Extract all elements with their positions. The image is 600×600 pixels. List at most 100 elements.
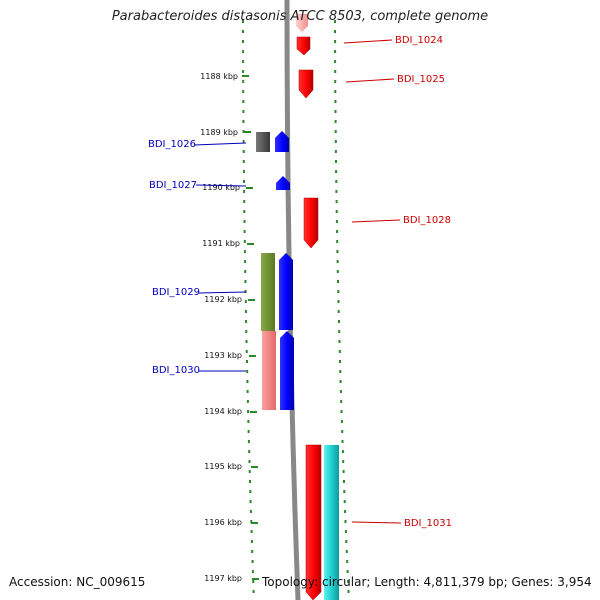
tick-dot: [242, 160, 245, 163]
ruler-label-1195: 1195 kbp: [204, 462, 242, 471]
leader-line: [343, 39, 393, 44]
feature-box-cyan: [324, 445, 339, 600]
tick-dot: [246, 380, 249, 383]
tick-dot: [336, 270, 339, 273]
tick-dot: [335, 210, 338, 213]
tick-dot: [246, 370, 249, 373]
ruler-label-1188: 1188 kbp: [200, 72, 238, 81]
ruler-label-1191: 1191 kbp: [202, 239, 240, 248]
tick-dot: [334, 30, 336, 33]
tick-dot: [242, 60, 245, 63]
tick-dot: [334, 120, 337, 123]
gene-bdi-1030: [280, 331, 294, 410]
tick-dot: [243, 180, 245, 183]
tick-dot: [242, 130, 245, 133]
tick-dot: [337, 300, 340, 303]
tick-dot: [250, 530, 253, 533]
ruler: 1188 kbp 1189 kbp 1190 kbp 1191 kbp 1192…: [200, 72, 259, 583]
leader-line: [193, 142, 247, 146]
ruler-tick: [246, 187, 253, 189]
tick-dot: [338, 350, 341, 353]
tick-dot: [244, 290, 247, 293]
tick-dot: [346, 570, 349, 573]
gene-bdi-1026: [275, 131, 289, 152]
reverse-genes: [275, 131, 294, 410]
label-bdi-1029: BDI_1029: [152, 287, 200, 298]
tick-dot: [243, 240, 246, 243]
tick-dot: [337, 290, 340, 293]
tick-dot: [248, 460, 251, 463]
tick-dot: [343, 490, 346, 493]
tick-dot: [340, 400, 343, 403]
tick-dot: [338, 320, 340, 323]
label-bdi-1031: BDI_1031: [404, 518, 452, 529]
tick-dot: [335, 180, 338, 183]
tick-dot: [242, 110, 245, 113]
tick-dot: [242, 30, 244, 33]
label-bdi-1025: BDI_1025: [397, 74, 445, 85]
feature-box-salmon: [262, 331, 276, 410]
forward-genes: [296, 14, 322, 600]
tick-dot: [244, 310, 247, 313]
tick-dot: [242, 80, 245, 83]
tick-dot: [243, 190, 246, 193]
tick-dot: [335, 190, 338, 193]
tick-dot: [245, 340, 248, 343]
gene-partial-top: [296, 14, 308, 32]
ruler-tick: [251, 522, 258, 524]
tick-dot: [339, 380, 342, 383]
ruler-tick: [247, 243, 254, 245]
tick-dot: [251, 560, 254, 563]
tick-dot: [336, 260, 339, 263]
tick-dot: [341, 440, 344, 443]
tick-dot: [249, 490, 252, 493]
gene-bdi-1028: [303, 197, 319, 249]
tick-dot: [341, 450, 344, 453]
tick-dot: [343, 500, 346, 503]
tick-dot: [334, 110, 337, 113]
ruler-label-1189: 1189 kbp: [200, 128, 238, 137]
tick-dot: [245, 330, 248, 333]
tick-dot: [345, 550, 348, 553]
leader-line: [195, 184, 247, 187]
label-bdi-1030: BDI_1030: [152, 365, 200, 376]
tick-dot: [342, 470, 345, 473]
tick-dot: [251, 570, 254, 573]
tick-dot: [339, 360, 341, 363]
tick-dot: [247, 430, 250, 433]
tick-dot: [251, 550, 254, 553]
tick-dot: [242, 140, 245, 143]
tick-dot: [334, 100, 337, 103]
tick-dot: [334, 130, 337, 133]
tick-dot: [342, 460, 345, 463]
ruler-tick: [251, 466, 258, 468]
tick-dot: [343, 480, 345, 483]
tick-dot: [245, 350, 248, 353]
tick-dot: [242, 170, 245, 173]
tick-dot: [334, 90, 337, 93]
tick-dot: [334, 140, 337, 143]
tick-dot: [250, 540, 253, 543]
tick-dot: [335, 200, 338, 203]
tick-dot: [242, 20, 244, 23]
gene-bdi-1031: [305, 444, 322, 600]
tick-dot: [244, 300, 247, 303]
tick-dot: [335, 160, 337, 163]
tick-dot: [247, 440, 250, 443]
tick-dot: [242, 70, 245, 73]
tick-dot: [334, 60, 337, 63]
gene-bdi-1029: [279, 253, 293, 330]
ruler-tick: [249, 355, 256, 357]
tick-dot: [244, 260, 247, 263]
tick-dot: [334, 150, 337, 153]
tick-dot: [247, 420, 250, 423]
gene-labels: BDI_1024 BDI_1025 BDI_1028 BDI_1031 BDI_…: [148, 35, 452, 529]
tick-dot: [242, 120, 245, 123]
feature-box-grey: [256, 132, 270, 152]
tick-dot: [252, 580, 255, 583]
right-tick-line: [334, 20, 350, 593]
tick-dot: [340, 420, 343, 423]
tick-dot: [334, 70, 337, 73]
tick-dot: [338, 330, 341, 333]
